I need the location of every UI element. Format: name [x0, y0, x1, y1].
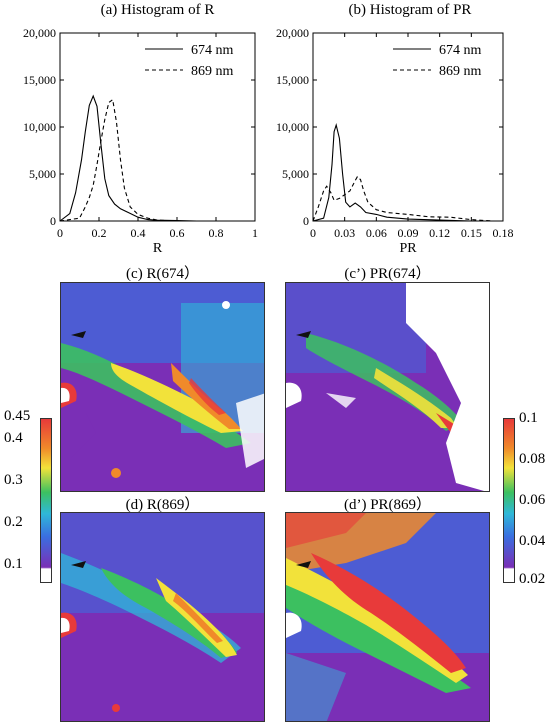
hist-r-title: (a) Histogram of R	[100, 2, 215, 18]
map-r869	[60, 512, 265, 722]
hist-pr-series-solid-line	[312, 123, 472, 222]
hist-r-chart: 0 5,000 10,000 15,000 20,000 0 0.2 0.4 0.6 0.8 1 R 6…	[23, 26, 258, 256]
colorbar-r-tick: 0.2	[4, 514, 23, 530]
hist-pr-title: (b) Histogram of PR	[348, 2, 472, 18]
hist-r-series-solid-line	[59, 94, 197, 222]
map-pr869	[285, 512, 490, 722]
map-r869-title: (d) R(869）	[125, 497, 200, 513]
colorbar-pr-tick: 0.06	[519, 492, 546, 508]
colorbar-r-tick: 0.45	[4, 408, 31, 424]
hist-pr-xtick-label: 0.03	[334, 226, 355, 240]
hist-pr-series-dashed-line	[312, 175, 493, 222]
hist-r-series-dashed-line	[59, 98, 178, 222]
hist-pr-ytick-label: 15,000	[276, 73, 309, 87]
map-r674	[60, 282, 265, 492]
hist-r-legend-label: 869 nm	[191, 64, 234, 79]
hist-pr-xtick-label: 0.09	[398, 226, 419, 240]
map-r869-image	[61, 513, 264, 712]
map-pr869-image	[286, 513, 489, 721]
colorbar-r	[40, 418, 52, 583]
hist-pr-legend-label: 674 nm	[439, 43, 482, 58]
colorbar-r-tick: 0.4	[4, 430, 23, 446]
colorbar-r-tick: 0.3	[4, 472, 23, 488]
hist-r-ytick-label: 15,000	[23, 73, 56, 87]
hist-r-xtick-label: 0.8	[209, 226, 224, 240]
hist-pr-legend-label: 869 nm	[439, 64, 482, 79]
colorbar-pr-tick: 0.04	[519, 533, 546, 549]
colorbar-pr	[503, 418, 515, 583]
hist-pr-xlabel: PR	[399, 241, 417, 256]
map-pr674	[285, 282, 490, 492]
hist-pr-xtick-label: 0	[310, 226, 316, 240]
map-r674-image	[61, 283, 264, 478]
hist-pr-ytick-label: 5,000	[282, 167, 309, 181]
hist-r-ytick-label: 10,000	[23, 120, 56, 134]
hist-r-legend-label: 674 nm	[191, 43, 234, 58]
hist-pr-xtick-label: 0.12	[429, 226, 450, 240]
map-pr674-image	[286, 283, 489, 491]
map-r674-title: (c) R(674）	[126, 266, 199, 282]
map-pr674-title: (c’) PR(674）	[344, 266, 431, 282]
hist-r-xlabel: R	[153, 241, 163, 256]
hist-pr-ytick-label: 10,000	[276, 120, 309, 134]
hist-r-xtick-label: 1	[252, 226, 258, 240]
colorbar-r-tick: 0.1	[4, 556, 23, 572]
hist-pr-ytick-label: 20,000	[276, 26, 309, 40]
hist-pr-xtick-label: 0.18	[493, 226, 514, 240]
hist-pr-xtick-label: 0.06	[366, 226, 387, 240]
hist-pr-chart: 0 5,000 10,000 15,000 20,000 0 0.03 0.06 0.09 0.1…	[276, 26, 514, 256]
hist-r-xtick-label: 0.6	[170, 226, 185, 240]
colorbar-pr-tick: 0.08	[519, 451, 546, 467]
hist-r-xtick-label: 0.4	[131, 226, 146, 240]
colorbar-pr-tick: 0.1	[519, 410, 538, 426]
hist-pr-plot-frame	[312, 32, 504, 222]
hist-pr-ytick-label: 0	[303, 214, 309, 228]
colorbar-pr-tick: 0.02	[519, 571, 546, 587]
hist-r-xtick-label: 0.2	[92, 226, 107, 240]
hist-r-plot-frame	[59, 32, 256, 222]
hist-r-ytick-label: 0	[50, 214, 56, 228]
hist-r-xtick-label: 0	[57, 226, 63, 240]
hist-r-ytick-label: 5,000	[29, 167, 56, 181]
hist-pr-xtick-label: 0.15	[461, 226, 482, 240]
hist-r-ytick-label: 20,000	[23, 26, 56, 40]
map-pr869-title: (d’) PR(869）	[343, 497, 432, 513]
